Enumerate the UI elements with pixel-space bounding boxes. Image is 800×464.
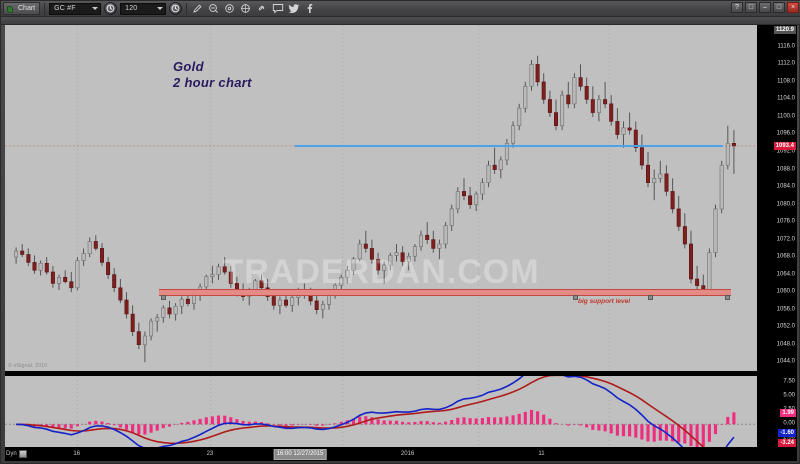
line-anchor-handle[interactable] [724, 295, 730, 301]
restore-button[interactable]: □ [745, 2, 757, 13]
window-tab-chart[interactable]: Chart [3, 2, 41, 15]
line-anchor-handle[interactable] [572, 295, 578, 301]
candlestick-plot [5, 25, 757, 371]
price-tick-label: 1112.0 [777, 60, 795, 67]
help-button[interactable]: ? [731, 2, 743, 13]
twitter-icon[interactable] [287, 2, 300, 15]
indicator-tick-label: 5.00 [783, 392, 795, 399]
price-axis-scale[interactable]: 1116.0 1112.0 1108.0 1104.0 1100.0 1096.0 1092… [757, 25, 797, 371]
line-anchor-handle[interactable] [647, 295, 653, 301]
maximize-button[interactable]: □ [773, 2, 785, 13]
minimize-button[interactable]: – [759, 2, 771, 13]
top-price-badge: 1120.9 [773, 26, 796, 34]
price-tick-label: 1080.0 [776, 201, 795, 208]
price-tick-label: 1056.0 [776, 306, 795, 313]
price-tick-label: 1052.0 [776, 323, 795, 330]
price-tick-label: 1072.0 [776, 236, 795, 243]
indicator-tick-label: 7.50 [783, 378, 795, 385]
secondary-toolbar-strip [1, 17, 800, 25]
price-tick-label: 1084.0 [776, 183, 795, 190]
last-price-badge: 1093.4 [773, 141, 796, 150]
price-tick-label: 1096.0 [776, 130, 795, 137]
main-toolbar: Chart GC #F 120 [1, 1, 800, 17]
price-tick-label: 1088.0 [776, 166, 795, 173]
dynamic-mode-toggle[interactable]: Dyn [6, 449, 27, 459]
indicator-value-badge: 1.99 [780, 408, 796, 417]
indicator-value-badge: -1.60 [778, 429, 796, 438]
chart-tab-icon [7, 6, 13, 13]
price-tick-label: 1064.0 [776, 271, 795, 278]
price-tick-label: 1104.0 [777, 95, 795, 102]
price-tick-label: 1108.0 [777, 78, 795, 85]
zoom-out-icon[interactable] [207, 2, 220, 15]
support-annotation-label: big support level [578, 298, 631, 306]
chart-title-annotation: Gold 2 hour chart [173, 59, 252, 90]
chevron-down-icon[interactable] [92, 7, 99, 10]
time-tick-label: 2016 [400, 451, 415, 457]
link-icon[interactable] [255, 2, 268, 15]
target-icon[interactable] [223, 2, 236, 15]
time-highlight-badge: 16:00 12/27/2015 [273, 449, 327, 460]
copyright-text: © eSignal, 2016 [8, 363, 48, 369]
indicator-tick-label: 0.00 [783, 420, 795, 427]
crosshair-icon[interactable] [239, 2, 252, 15]
price-tick-label: 1092.0 [776, 148, 795, 155]
close-button[interactable]: × [787, 2, 799, 13]
time-axis[interactable]: Dyn 16 23 2016 11 16:00 12/27/2015 [5, 447, 797, 461]
interval-input[interactable]: 120 [120, 2, 167, 15]
price-tick-label: 1044.0 [776, 358, 795, 365]
time-tick-label: 11 [538, 451, 545, 457]
chevron-down-icon[interactable] [157, 7, 164, 10]
price-tick-label: 1116.0 [777, 43, 795, 50]
time-tick-label: 23 [206, 451, 214, 457]
symbol-clock-icon[interactable] [104, 2, 118, 15]
line-anchor-handle[interactable] [161, 295, 167, 301]
price-pane[interactable]: big support level Gold 2 hour chart TRAD… [5, 25, 757, 371]
toolbar-separator [44, 2, 46, 15]
price-tick-label: 1076.0 [776, 218, 795, 225]
resistance-line[interactable] [294, 144, 724, 147]
price-tick-label: 1060.0 [776, 288, 795, 295]
price-tick-label: 1100.0 [777, 113, 795, 120]
symbol-input[interactable]: GC #F [49, 2, 102, 15]
interval-value: 120 [125, 4, 138, 12]
support-line[interactable] [159, 289, 731, 297]
dyn-label: Dyn [6, 451, 17, 457]
chart-canvas-area[interactable]: big support level Gold 2 hour chart TRAD… [5, 25, 797, 447]
interval-clock-icon[interactable] [169, 2, 183, 15]
indicator-axis-scale[interactable]: 7.505.002.500.00-2.501.99-1.60-3.24 [757, 376, 797, 447]
indicator-value-badge: -3.24 [778, 438, 796, 447]
comment-icon[interactable] [271, 2, 284, 15]
price-tick-label: 1068.0 [776, 253, 795, 260]
price-tick-label: 1048.0 [776, 341, 795, 348]
macd-plot [5, 376, 757, 447]
symbol-value: GC #F [54, 4, 76, 12]
macd-indicator-pane[interactable] [5, 376, 757, 447]
indicator-tick-label: -2.50 [781, 435, 795, 442]
facebook-icon[interactable] [303, 2, 316, 15]
pencil-icon[interactable] [191, 2, 204, 15]
toolbar-separator [186, 2, 188, 15]
window-tab-label: Chart [18, 5, 36, 12]
calendar-icon[interactable] [18, 450, 27, 458]
window-controls: ? □ – □ × [731, 2, 799, 13]
time-tick-label: 16 [73, 451, 81, 457]
